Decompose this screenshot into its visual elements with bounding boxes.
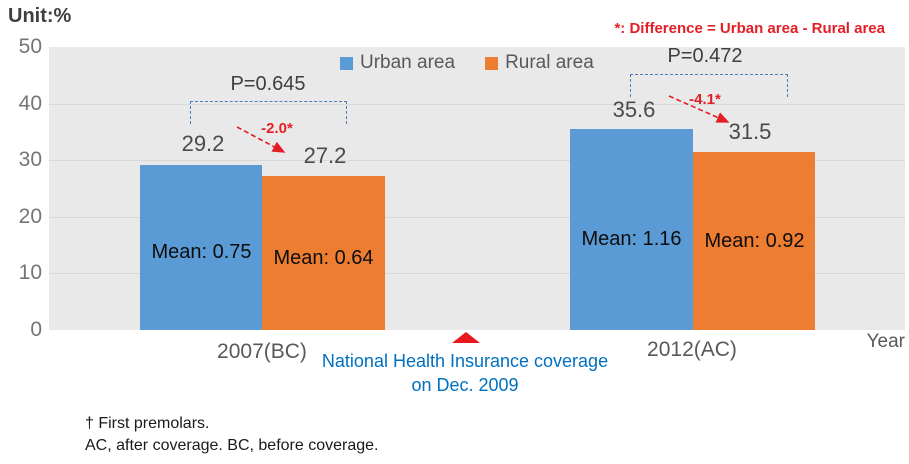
legend-label-rural: Rural area [505, 52, 594, 73]
p-value-2012: P=0.472 [667, 45, 743, 67]
comparison-bracket-2007 [190, 101, 347, 124]
mean-label-urban-2007: Mean: 0.75 [151, 241, 252, 263]
bar-rural-2012 [693, 151, 815, 330]
y-tick-0: 0 [30, 318, 42, 341]
gridline [49, 160, 905, 161]
urban-swatch-icon [340, 56, 353, 70]
y-tick-50: 50 [18, 35, 42, 58]
legend: Urban area Rural area [340, 52, 594, 74]
legend-item-rural: Rural area [485, 52, 594, 74]
mean-label-urban-2012: Mean: 1.16 [581, 228, 682, 250]
value-label-rural-2007: 27.2 [303, 143, 347, 168]
value-label-urban-2007: 29.2 [181, 131, 225, 156]
x-label-2012: 2012(AC) [647, 338, 737, 361]
value-label-rural-2012: 31.5 [728, 119, 772, 144]
unit-label: Unit:% [8, 5, 72, 27]
mean-label-rural-2007: Mean: 0.64 [273, 247, 374, 269]
mean-label-rural-2012: Mean: 0.92 [704, 230, 805, 252]
legend-label-urban: Urban area [360, 52, 456, 73]
comparison-bracket-2012 [630, 74, 788, 97]
bar-rural-2007 [262, 176, 385, 330]
x-label-2007: 2007(BC) [217, 340, 307, 363]
legend-item-urban: Urban area [340, 52, 455, 74]
footnote-abbreviations: AC, after coverage. BC, before coverage. [85, 437, 379, 454]
difference-definition-note: *: Difference = Urban area - Rural area [614, 20, 885, 37]
difference-label-2007: -2.0* [261, 120, 293, 137]
event-note-line2: on Dec. 2009 [411, 375, 519, 395]
gridline [49, 273, 905, 274]
gridline [49, 104, 905, 105]
p-value-2007: P=0.645 [230, 73, 306, 95]
footnote-first-premolars: † First premolars. [85, 415, 210, 432]
event-marker-triangle-icon [452, 332, 480, 343]
plot-area [49, 47, 905, 330]
y-tick-40: 40 [18, 92, 42, 115]
y-tick-30: 30 [18, 148, 42, 171]
gridline [49, 217, 905, 218]
x-axis-title: Year [866, 331, 905, 352]
y-tick-20: 20 [18, 205, 42, 228]
rural-swatch-icon [485, 56, 499, 70]
event-note-line1: National Health Insurance coverage [321, 351, 609, 371]
value-label-urban-2012: 35.6 [612, 97, 656, 122]
bar-urban-2012 [570, 128, 693, 330]
y-tick-10: 10 [18, 261, 42, 284]
difference-label-2012: -4.1* [689, 91, 721, 108]
bar-urban-2007 [140, 164, 262, 330]
